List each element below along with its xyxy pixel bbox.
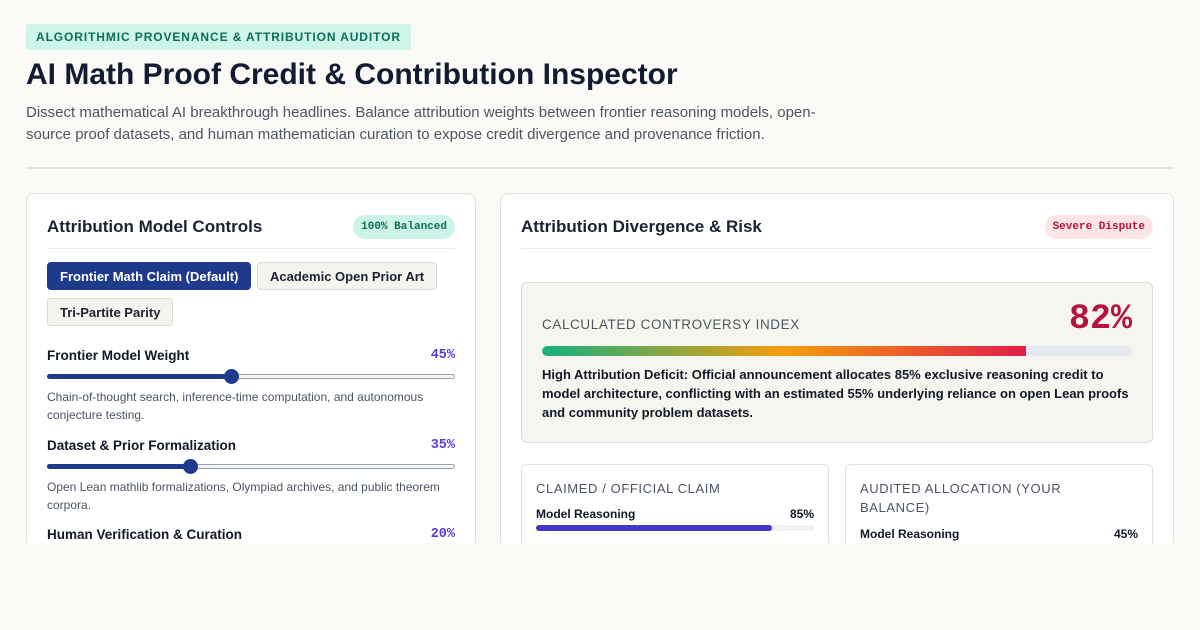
audited-model-reasoning-row: Model Reasoning 45% (860, 527, 1138, 543)
slider-thumb[interactable] (223, 369, 239, 384)
controls-title: Attribution Model Controls (47, 217, 263, 236)
slider-fill (47, 374, 231, 379)
controls-header: Attribution Model Controls 100% Balanced (47, 194, 455, 249)
controversy-index-bar (542, 346, 1132, 356)
preset-tri-partite-parity-button[interactable]: Tri-Partite Parity (47, 298, 174, 326)
preset-academic-open-prior-art-button[interactable]: Academic Open Prior Art (257, 262, 438, 290)
frontier-model-weight-label: Frontier Model Weight (47, 348, 190, 363)
audited-model-reasoning-value: 45% (1113, 527, 1138, 541)
frontier-model-weight-slider[interactable] (47, 369, 455, 384)
slider-thumb[interactable] (182, 459, 198, 474)
dataset-prior-formalization-control: Dataset & Prior Formalization 35% Open L… (47, 438, 455, 512)
audited-allocation-title: AUDITED ALLOCATION (YOUR BALANCE) (860, 481, 1062, 515)
claimed-model-reasoning-row: Model Reasoning 85% (536, 507, 814, 535)
dataset-prior-formalization-slider[interactable] (47, 459, 455, 474)
balance-status-badge: 100% Balanced (353, 215, 455, 239)
claimed-model-reasoning-label: Model Reasoning (536, 507, 636, 521)
claimed-model-reasoning-bar (536, 525, 814, 531)
attribution-divergence-panel: Attribution Divergence & Risk Severe Dis… (500, 193, 1174, 543)
dispute-status-badge: Severe Dispute (1044, 215, 1153, 239)
page-viewport: ALGORITHMIC PROVENANCE & ATTRIBUTION AUD… (26, 24, 1174, 543)
controversy-index-fill (542, 346, 1026, 356)
dataset-prior-formalization-description: Open Lean mathlib formalizations, Olympi… (47, 480, 440, 512)
human-verification-curation-label: Human Verification & Curation (47, 527, 243, 542)
human-verification-curation-control: Human Verification & Curation 20% (47, 527, 455, 543)
claimed-model-reasoning-fill (536, 525, 773, 531)
controversy-index-label: CALCULATED CONTROVERSY INDEX (542, 317, 800, 332)
slider-fill (47, 464, 190, 469)
claimed-allocation-title: CLAIMED / OFFICIAL CLAIM (536, 481, 721, 496)
risk-header: Attribution Divergence & Risk Severe Dis… (521, 194, 1153, 249)
audited-model-reasoning-label: Model Reasoning (860, 527, 960, 541)
page-subtitle: Dissect mathematical AI breakthrough hea… (26, 104, 816, 143)
controversy-index-value: 82% (1068, 299, 1132, 339)
frontier-model-weight-description: Chain-of-thought search, inference-time … (47, 390, 424, 422)
human-verification-curation-value: 20% (430, 527, 455, 542)
attribution-deficit-message: High Attribution Deficit: Official annou… (542, 367, 1129, 420)
frontier-model-weight-control: Frontier Model Weight 45% Chain-of-thoug… (47, 348, 455, 422)
audited-allocation-card: AUDITED ALLOCATION (YOUR BALANCE) Model … (845, 464, 1153, 543)
claimed-allocation-card: CLAIMED / OFFICIAL CLAIM Model Reasoning… (521, 464, 829, 543)
claimed-model-reasoning-value: 85% (789, 507, 814, 521)
attribution-controls-panel: Attribution Model Controls 100% Balanced… (26, 193, 476, 543)
page-tag: ALGORITHMIC PROVENANCE & ATTRIBUTION AUD… (26, 24, 411, 50)
frontier-model-weight-value: 45% (430, 348, 455, 363)
controversy-index-card: CALCULATED CONTROVERSY INDEX 82% High At… (521, 282, 1153, 443)
risk-title: Attribution Divergence & Risk (521, 217, 762, 236)
preset-frontier-math-claim-button[interactable]: Frontier Math Claim (Default) (47, 262, 252, 290)
header-divider (26, 167, 1174, 169)
dataset-prior-formalization-label: Dataset & Prior Formalization (47, 438, 237, 453)
page-title: AI Math Proof Credit & Contribution Insp… (26, 58, 678, 91)
dataset-prior-formalization-value: 35% (430, 438, 455, 453)
